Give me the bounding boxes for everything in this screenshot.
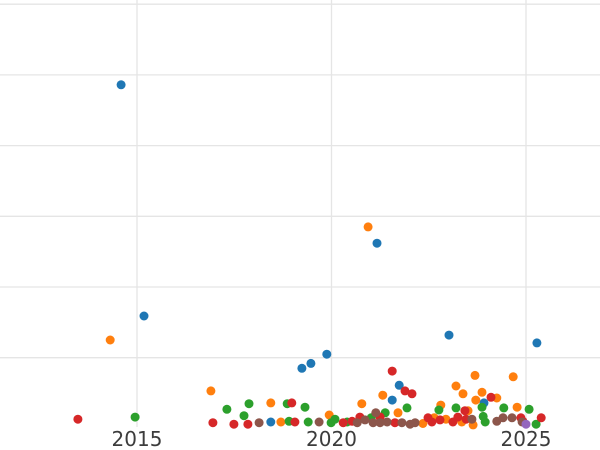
- data-point-orange: [451, 381, 461, 391]
- data-point-green: [239, 411, 249, 421]
- data-point-orange: [206, 386, 216, 396]
- data-point-brown: [360, 415, 370, 425]
- x-tick-label: 2025: [501, 427, 552, 450]
- data-point-orange: [458, 389, 468, 399]
- data-point-orange: [276, 417, 286, 427]
- data-point-orange: [266, 398, 276, 408]
- data-point-red: [400, 386, 410, 396]
- data-point-orange: [105, 335, 115, 345]
- data-point-green: [531, 419, 541, 429]
- data-point-green: [477, 402, 487, 412]
- data-point-red: [290, 417, 300, 427]
- data-point-green: [480, 417, 490, 427]
- data-point-orange: [363, 222, 373, 232]
- data-point-orange: [512, 402, 522, 412]
- data-point-green: [451, 403, 461, 413]
- data-point-red: [287, 398, 297, 408]
- data-point-red: [435, 415, 445, 425]
- data-point-red: [387, 366, 397, 376]
- data-point-red: [407, 389, 417, 399]
- data-point-brown: [254, 418, 264, 428]
- data-point-orange: [471, 395, 481, 405]
- x-axis-tick-labels: 2015 2020 2025: [112, 427, 552, 450]
- data-point-red: [427, 417, 437, 427]
- data-point-brown: [371, 408, 381, 418]
- data-point-orange: [393, 408, 403, 418]
- data-point-red: [338, 418, 348, 428]
- data-point-orange: [477, 387, 487, 397]
- data-point-red: [486, 392, 496, 402]
- data-point-green: [499, 403, 509, 413]
- data-point-blue: [394, 380, 404, 390]
- data-point-red: [536, 413, 546, 423]
- gridlines: [0, 0, 600, 427]
- data-point-green: [524, 404, 534, 414]
- data-point-green: [300, 402, 310, 412]
- data-point-orange: [378, 390, 388, 400]
- data-point-red: [453, 412, 463, 422]
- data-point-red: [208, 418, 218, 428]
- data-point-green: [222, 404, 232, 414]
- data-point-blue: [372, 238, 382, 248]
- data-point-red: [390, 418, 400, 428]
- data-point-green: [244, 399, 254, 409]
- data-point-brown: [375, 418, 385, 428]
- data-point-blue: [266, 417, 276, 427]
- data-point-green: [434, 405, 444, 415]
- data-point-green: [402, 403, 412, 413]
- data-point-brown: [467, 414, 477, 424]
- data-point-green: [330, 414, 340, 424]
- data-point-blue: [139, 311, 149, 321]
- data-point-blue: [532, 338, 542, 348]
- data-point-green: [130, 412, 140, 422]
- data-point-red: [73, 414, 83, 424]
- data-point-brown: [410, 418, 420, 428]
- data-point-blue: [322, 349, 332, 359]
- data-point-red: [229, 419, 239, 429]
- data-point-brown: [397, 418, 407, 428]
- data-point-orange: [470, 370, 480, 380]
- data-point-purple: [521, 419, 531, 429]
- data-point-red: [243, 419, 253, 429]
- data-point-blue: [444, 330, 454, 340]
- data-point-brown: [368, 418, 378, 428]
- data-point-blue: [116, 80, 126, 90]
- data-point-red: [460, 406, 470, 416]
- x-tick-label: 2020: [306, 427, 357, 450]
- data-point-blue: [297, 363, 307, 373]
- data-point-brown: [507, 413, 517, 423]
- data-point-brown: [498, 413, 508, 423]
- data-point-blue: [387, 395, 397, 405]
- data-point-blue: [306, 358, 316, 368]
- data-point-brown: [352, 418, 362, 428]
- data-point-orange: [357, 399, 367, 409]
- data-point-brown: [382, 417, 392, 427]
- data-point-brown: [314, 417, 324, 427]
- data-point-green: [303, 417, 313, 427]
- data-point-orange: [508, 372, 518, 382]
- scatter-points: [73, 80, 546, 430]
- x-tick-label: 2015: [112, 427, 163, 450]
